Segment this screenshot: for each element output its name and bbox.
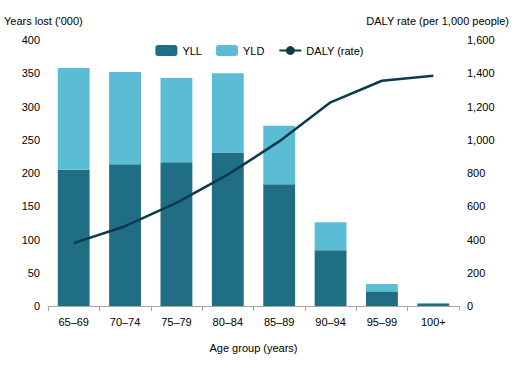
svg-text:Years lost ('000): Years lost ('000) bbox=[4, 15, 83, 27]
svg-text:200: 200 bbox=[22, 167, 40, 179]
svg-text:400: 400 bbox=[467, 234, 485, 246]
svg-text:Age group (years): Age group (years) bbox=[209, 342, 297, 354]
svg-text:75–79: 75–79 bbox=[161, 316, 192, 328]
svg-text:0: 0 bbox=[467, 300, 473, 312]
svg-text:250: 250 bbox=[22, 134, 40, 146]
svg-text:YLD: YLD bbox=[243, 45, 264, 57]
svg-text:0: 0 bbox=[34, 300, 40, 312]
svg-text:85–89: 85–89 bbox=[264, 316, 295, 328]
svg-text:70–74: 70–74 bbox=[110, 316, 141, 328]
svg-text:65–69: 65–69 bbox=[58, 316, 89, 328]
svg-text:800: 800 bbox=[467, 167, 485, 179]
svg-text:100: 100 bbox=[22, 234, 40, 246]
svg-text:DALY (rate): DALY (rate) bbox=[306, 45, 363, 57]
svg-text:200: 200 bbox=[467, 267, 485, 279]
svg-text:1,400: 1,400 bbox=[467, 67, 495, 79]
svg-text:1,000: 1,000 bbox=[467, 134, 495, 146]
svg-text:DALY rate (per 1,000 people): DALY rate (per 1,000 people) bbox=[366, 15, 509, 27]
svg-text:350: 350 bbox=[22, 67, 40, 79]
svg-text:95–99: 95–99 bbox=[367, 316, 398, 328]
svg-text:1,200: 1,200 bbox=[467, 101, 495, 113]
svg-text:YLL: YLL bbox=[182, 45, 202, 57]
svg-text:50: 50 bbox=[28, 267, 40, 279]
svg-text:600: 600 bbox=[467, 200, 485, 212]
svg-text:300: 300 bbox=[22, 101, 40, 113]
svg-text:100+: 100+ bbox=[421, 316, 446, 328]
svg-text:90–94: 90–94 bbox=[315, 316, 346, 328]
svg-text:1,600: 1,600 bbox=[467, 34, 495, 46]
svg-text:400: 400 bbox=[22, 34, 40, 46]
svg-text:150: 150 bbox=[22, 200, 40, 212]
svg-text:80–84: 80–84 bbox=[213, 316, 244, 328]
